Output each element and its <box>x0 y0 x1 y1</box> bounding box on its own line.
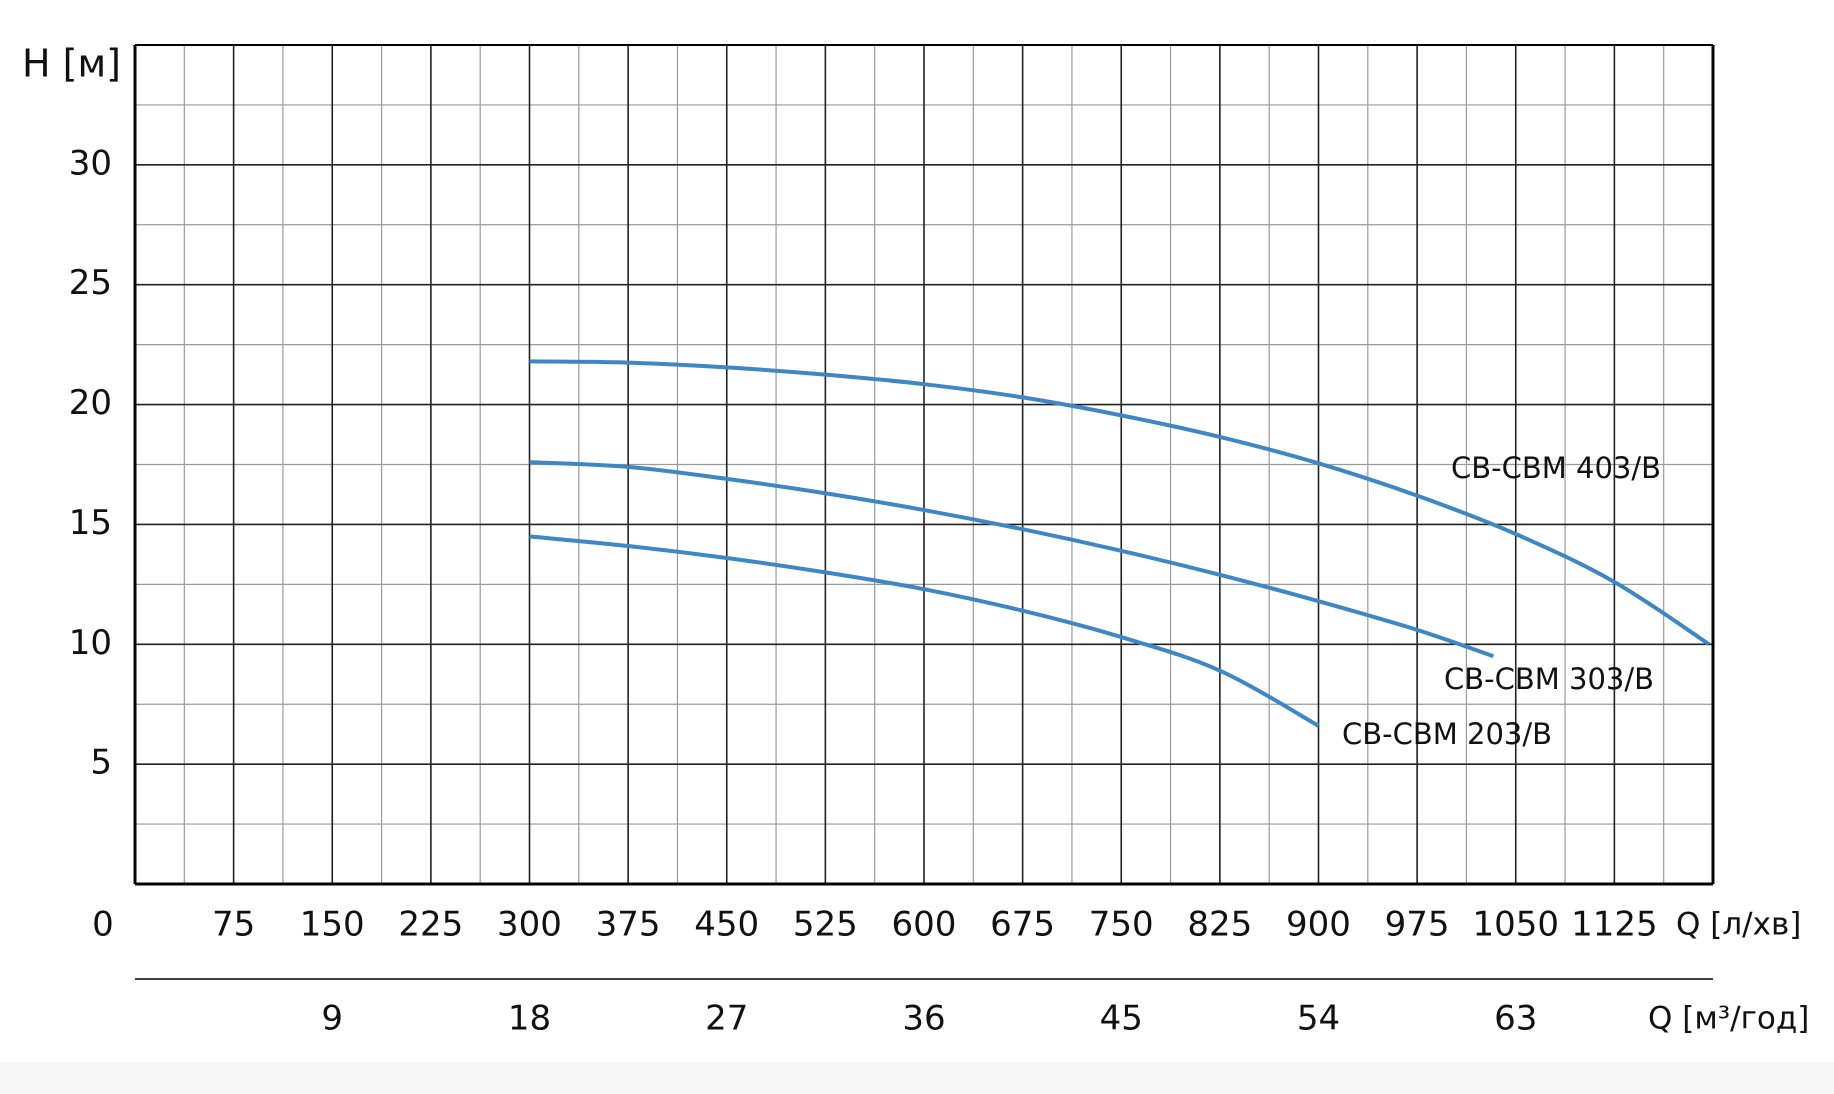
bottom-strip <box>0 1062 1834 1094</box>
y-tick-label: 15 <box>69 503 112 543</box>
series-label: СВ-СВМ 403/В <box>1451 451 1661 485</box>
x-tick-label: 600 <box>892 905 957 945</box>
x-tick-label: 75 <box>212 905 255 945</box>
x-tick-label: 1050 <box>1472 905 1559 945</box>
x-tick-label: 450 <box>694 905 759 945</box>
curve <box>529 460 1495 659</box>
y-axis-label: H [м] <box>22 42 121 86</box>
x-tick-label: 0 <box>92 905 114 945</box>
x-tick-label: 225 <box>398 905 463 945</box>
x2-tick-label: 9 <box>321 999 343 1039</box>
x-tick-label: 750 <box>1089 905 1154 945</box>
curve <box>529 359 1711 646</box>
x-tick-label: 300 <box>497 905 562 945</box>
x2-tick-label: 36 <box>902 999 945 1039</box>
curve <box>529 534 1320 728</box>
y-tick-label: 25 <box>69 263 112 303</box>
x-tick-label: 1125 <box>1571 905 1658 945</box>
x2-tick-label: 63 <box>1494 999 1537 1039</box>
x-tick-label: 825 <box>1187 905 1252 945</box>
x-tick-label: 975 <box>1385 905 1450 945</box>
series-label: СВ-СВМ 203/В <box>1342 717 1552 751</box>
x2-tick-label: 18 <box>508 999 551 1039</box>
x2-tick-label: 54 <box>1297 999 1340 1039</box>
x-tick-label: 150 <box>300 905 365 945</box>
x-tick-label: 525 <box>793 905 858 945</box>
y-tick-label: 10 <box>69 623 112 663</box>
x2-axis-label: Q [м³/год] <box>1648 1001 1809 1037</box>
x2-tick-label: 27 <box>705 999 748 1039</box>
x-tick-label: 675 <box>990 905 1055 945</box>
x2-tick-label: 45 <box>1100 999 1143 1039</box>
x-axis-label: Q [л/хв] <box>1676 907 1801 943</box>
x-tick-label: 900 <box>1286 905 1351 945</box>
series-label: СВ-СВМ 303/В <box>1444 662 1654 696</box>
x-tick-label: 375 <box>596 905 661 945</box>
y-tick-label: 30 <box>69 143 112 183</box>
y-tick-label: 5 <box>90 743 112 783</box>
y-tick-label: 20 <box>69 383 112 423</box>
